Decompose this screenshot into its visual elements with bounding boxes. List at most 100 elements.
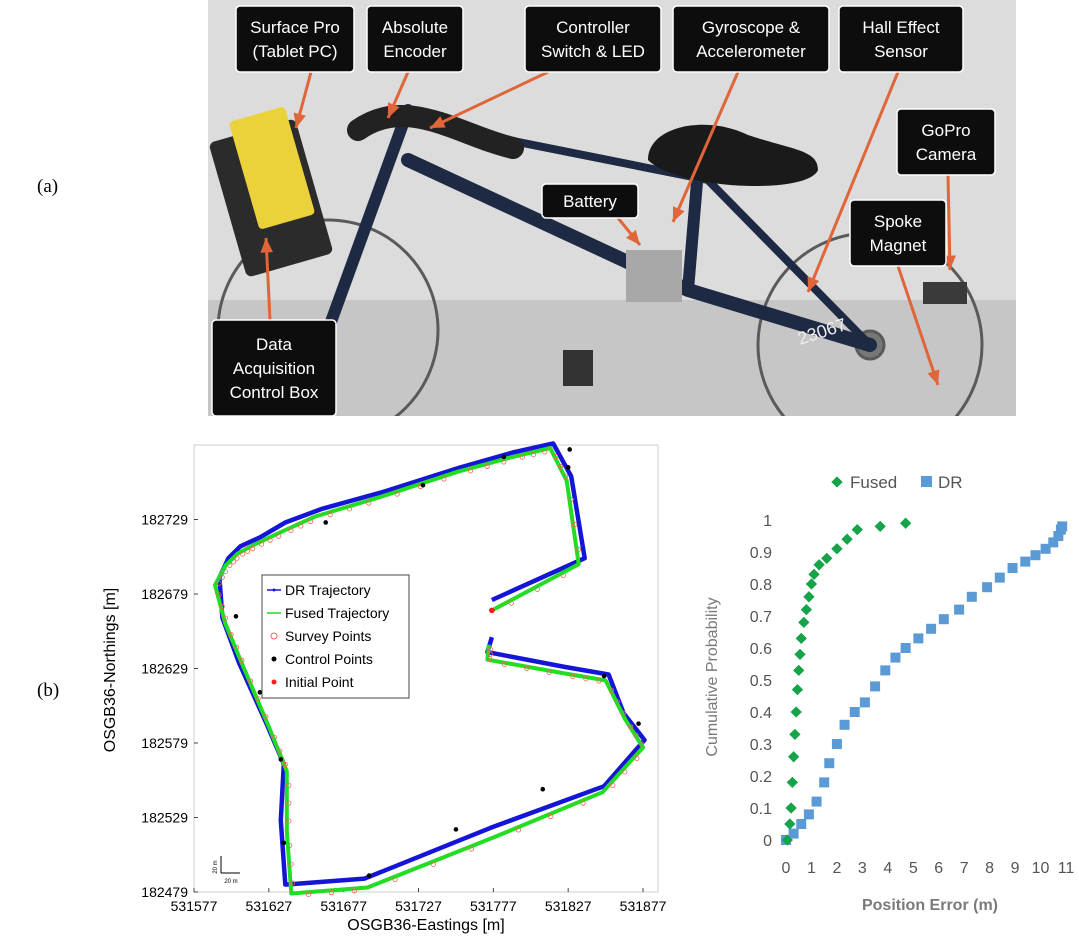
survey-point: [227, 562, 233, 568]
survey-point: [346, 506, 353, 512]
control-point: [366, 873, 372, 878]
scale-bar-vertical-label: 20 m: [213, 860, 219, 873]
cdf-legend: Fused DR: [831, 473, 963, 492]
survey-point: [501, 459, 507, 465]
survey-point: [219, 574, 225, 580]
dr-point: [796, 819, 807, 829]
survey-point: [258, 541, 265, 547]
callout-gopro: GoPro Camera: [896, 108, 996, 176]
survey-point: [487, 647, 494, 653]
callout-arrow-gyro: [671, 71, 740, 223]
fused-point: [789, 728, 801, 741]
fused-point: [794, 648, 806, 661]
trajectory-legend: DR Trajectory Fused Trajectory Survey Po…: [261, 574, 410, 699]
callout-box-encoder: [366, 5, 464, 73]
dr-point: [900, 643, 911, 653]
survey-point: [638, 741, 645, 747]
callout-box-gopro: [896, 108, 996, 176]
callout-gyro: Gyroscope & Accelerometer: [672, 5, 830, 73]
dr-point: [994, 572, 1005, 583]
photo-bike-frame: [322, 104, 877, 352]
fused-trajectory-line: [213, 446, 645, 896]
trajectory-y-axis-label: OSGB36-Northings [m]: [102, 588, 119, 753]
callout-arrowhead-daq: [260, 238, 273, 253]
control-point: [501, 454, 507, 460]
control-point: [278, 757, 284, 762]
callout-arrowhead-encoder: [387, 102, 400, 118]
survey-point: [508, 600, 514, 606]
survey-point: [441, 476, 447, 482]
callout-text-switch-0: Controller: [556, 18, 630, 37]
callout-box-gyro: [672, 5, 830, 73]
survey-point: [560, 572, 566, 579]
scale-bar: 20 m 20 m: [213, 856, 240, 885]
callout-box-battery: [541, 183, 639, 219]
fused-point: [786, 776, 799, 789]
fused-point: [784, 818, 796, 830]
cdf-y-tick-label: 0.3: [750, 737, 772, 754]
dr-point: [1020, 556, 1031, 567]
dr-point: [1057, 521, 1068, 532]
cdf-y-tick-label: 0.6: [750, 641, 772, 658]
scale-bar-horizontal-label: 20 m: [224, 879, 237, 885]
dr-point: [1030, 550, 1041, 561]
survey-point: [298, 523, 304, 529]
callout-text-gopro-1: Camera: [916, 145, 977, 164]
survey-point: [610, 782, 616, 788]
control-point: [636, 721, 641, 726]
initial-point: [489, 607, 495, 614]
fused-point: [790, 706, 802, 718]
survey-point: [271, 734, 278, 741]
control-point: [567, 447, 572, 452]
x-tick-label: 531627: [245, 898, 292, 914]
trajectory-ticks: 531577 531627 531677 531727 531777 531827 5318…: [141, 512, 666, 915]
legend-label-fused: Fused: [850, 473, 897, 492]
photo-handlebar: [347, 105, 524, 159]
fused-point: [813, 559, 825, 571]
cdf-y-tick-label: 0.7: [750, 609, 772, 626]
survey-point: [222, 568, 228, 575]
survey-point: [216, 580, 222, 586]
callout-box-switch: [524, 5, 662, 73]
survey-point: [568, 496, 574, 503]
x-tick-label: 531677: [320, 898, 367, 914]
control-point: [233, 614, 239, 619]
survey-point: [287, 842, 293, 849]
fused-point: [851, 523, 863, 536]
survey-point: [233, 644, 240, 651]
survey-point: [515, 827, 522, 833]
cdf-points: [781, 517, 1068, 846]
dr-point: [803, 809, 814, 820]
survey-point: [467, 468, 474, 474]
x-tick-label: 531727: [395, 898, 442, 914]
control-point: [257, 690, 263, 695]
callout-text-encoder-0: Absolute: [382, 18, 448, 37]
cdf-y-tick-label: 0.4: [750, 705, 772, 722]
cdf-x-tick-label: 0: [782, 860, 791, 877]
survey-point: [245, 548, 251, 554]
callout-text-daq-2: Control Box: [230, 383, 319, 402]
survey-point: [351, 888, 357, 894]
legend-label-fused: Fused Trajectory: [285, 605, 389, 621]
fused-point: [831, 543, 843, 555]
survey-point: [392, 876, 398, 882]
callout-box-spoke: [849, 199, 947, 267]
cdf-y-axis-label: Cumulative Probability: [704, 597, 721, 756]
callout-arrowhead-switch: [430, 116, 446, 128]
y-tick-label: 182629: [141, 661, 188, 677]
survey-point: [240, 551, 246, 557]
dr-point: [982, 582, 993, 593]
x-tick-label: 531577: [171, 898, 218, 914]
dr-point: [811, 796, 822, 807]
survey-point: [575, 546, 581, 553]
survey-point: [542, 449, 548, 455]
callout-box-hall: [838, 5, 964, 73]
x-tick-label: 531827: [545, 898, 592, 914]
cdf-x-tick-label: 4: [883, 860, 892, 877]
survey-point: [288, 861, 294, 867]
survey-point: [548, 813, 554, 820]
survey-point: [570, 673, 576, 680]
control-point: [565, 465, 571, 470]
x-tick-label: 531877: [620, 898, 667, 914]
cdf-y-tick-label: 1: [763, 513, 772, 530]
